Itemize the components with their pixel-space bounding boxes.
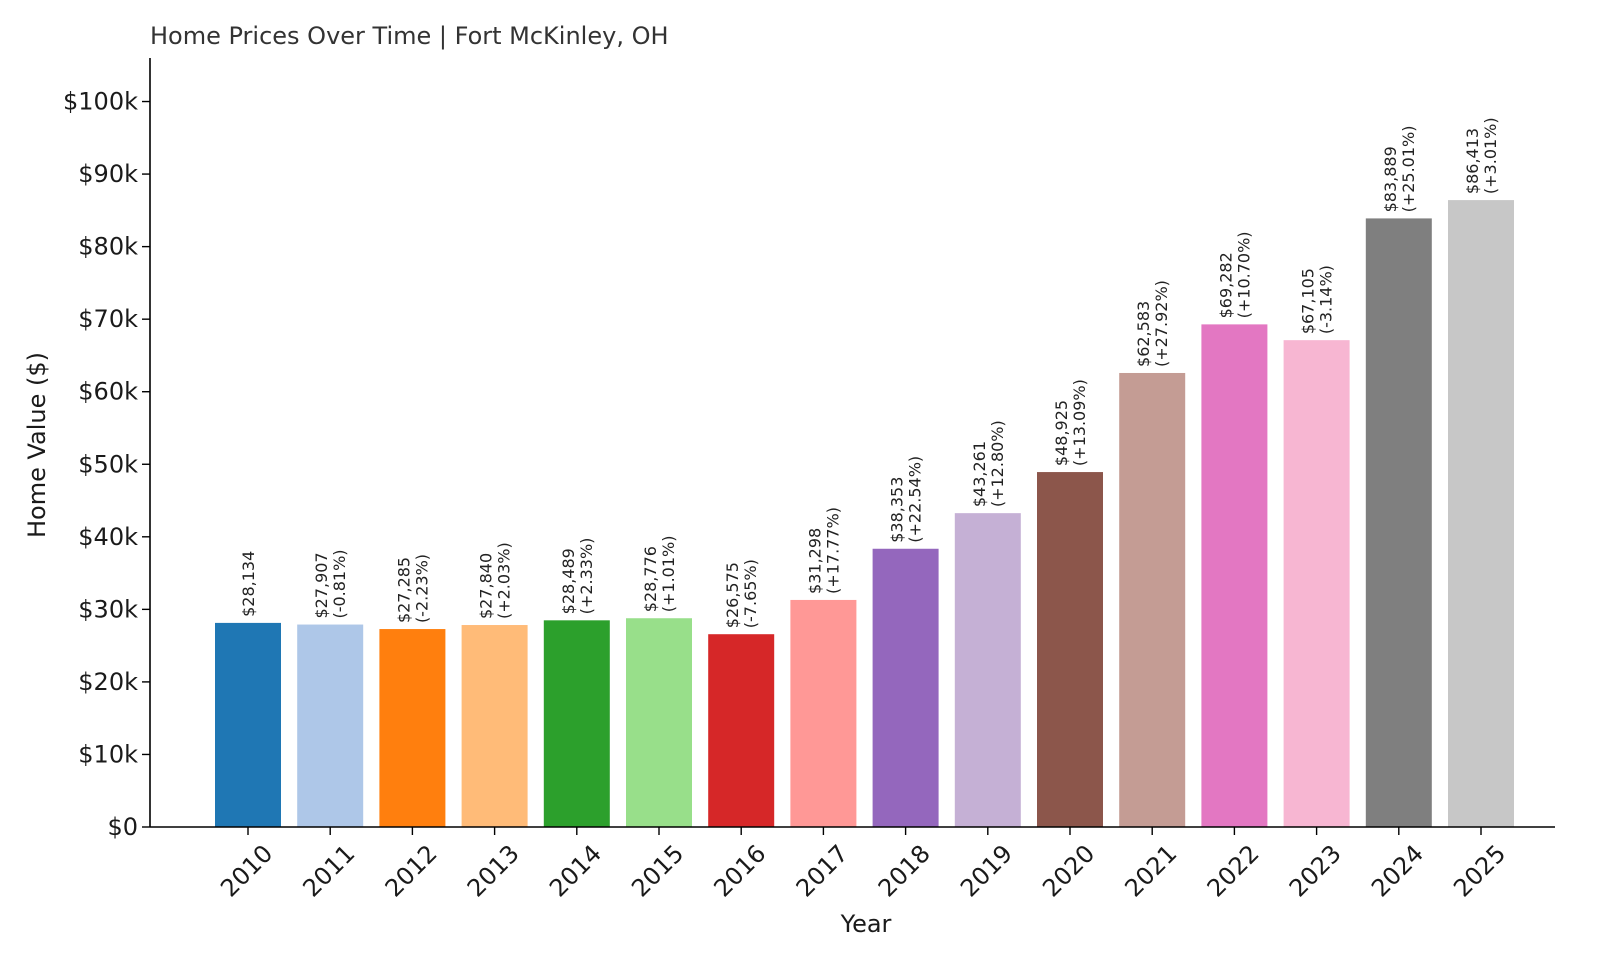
bar-change-text: (+2.03%) [495,542,514,619]
y-tick-label: $90k [78,160,138,188]
bar-2025 [1448,200,1514,827]
bar-value-label: $26,575 (-7.65%) [723,559,760,628]
bar-value-text: $43,261 [970,441,989,507]
bar-value-text: $27,285 [394,557,413,623]
y-axis-title: Home Value ($) [23,352,51,538]
bar-change-text: (+13.09%) [1070,379,1089,466]
y-tick-label: $80k [78,233,138,261]
bars-group [215,200,1514,827]
bar-value-label: $27,840 (+2.03%) [477,542,514,619]
bar-value-text: $28,776 [641,546,660,612]
bar-change-text: (+25.01%) [1399,126,1418,213]
bar-change-text: (+2.33%) [577,538,596,615]
bar-change-text: (+12.80%) [988,420,1007,507]
bar-2021 [1119,372,1186,827]
bar-value-text: $27,840 [477,553,496,619]
bar-2018 [872,548,939,827]
bar-change-text: (+10.70%) [1234,231,1253,318]
bar-2020 [1037,472,1103,827]
bar-change-text: (+3.01%) [1481,117,1500,194]
y-tick-label: $100k [63,88,138,116]
bar-value-text: $26,575 [723,562,742,628]
bar-2023 [1283,340,1350,827]
x-tick-label: 2015 [626,839,689,902]
chart-title: Home Prices Over Time | Fort McKinley, O… [150,22,669,50]
x-tick-label: 2021 [1119,839,1182,902]
x-tick-label: 2019 [955,839,1018,902]
y-axis-ticks: $0 $10k $20k $30k $40k $50k $60k $70k $80k $90k $1… [63,88,150,841]
x-tick-label: 2020 [1037,839,1100,902]
bar-value-label: $28,489 (+2.33%) [559,538,596,615]
bar-value-text: $38,353 [888,477,907,543]
x-tick-label: 2016 [708,839,771,902]
y-tick-label: $30k [78,595,138,623]
y-tick-label: $40k [78,523,138,551]
x-tick-label: 2011 [297,839,360,902]
bar-2016 [708,634,775,827]
bar-2017 [790,599,857,827]
bar-change-text: (-0.81%) [330,549,349,618]
x-tick-label: 2018 [873,839,936,902]
bar-2011 [297,624,364,827]
bar-value-label: $43,261 (+12.80%) [970,420,1007,507]
y-tick-label: $20k [78,668,138,696]
x-tick-label: 2024 [1366,839,1429,902]
bar-value-text: $62,583 [1134,301,1153,367]
y-tick-label: $50k [78,450,138,478]
bar-value-label: $31,298 (+17.77%) [805,507,842,594]
bar-value-text: $48,925 [1052,400,1071,466]
bar-value-label: $69,282 (+10.70%) [1216,231,1253,318]
x-axis-title: Year [840,910,892,938]
y-tick-label: $70k [78,305,138,333]
bar-2013 [461,625,528,827]
bar-change-text: (-3.14%) [1317,265,1336,334]
bar-value-label: $28,134 [239,551,258,617]
bar-value-label: $67,105 (-3.14%) [1299,265,1336,334]
bar-2022 [1201,324,1268,827]
bar-2015 [626,618,692,827]
bar-value-label: $28,776 (+1.01%) [641,536,678,613]
bar-value-text: $31,298 [805,528,824,594]
x-tick-label: 2025 [1448,839,1511,902]
x-tick-label: 2013 [462,839,525,902]
y-tick-label: $10k [78,740,138,768]
bar-value-label: $83,889 (+25.01%) [1381,126,1418,213]
bar-value-label: $48,925 (+13.09%) [1052,379,1089,466]
bar-change-text: (+17.77%) [823,507,842,594]
x-tick-label: 2023 [1284,839,1347,902]
bar-2012 [379,629,446,827]
bar-2014 [543,620,610,827]
bar-2010 [215,622,281,827]
y-tick-label: $0 [107,813,138,841]
bar-value-text: $67,105 [1299,268,1318,334]
x-tick-label: 2012 [380,839,443,902]
x-axis-ticks: 2010 2011 2012 2013 2014 2015 2016 2017 2018 2019… [215,827,1511,902]
bar-change-text: (+22.54%) [906,456,925,543]
bar-value-text: $86,413 [1463,128,1482,194]
bar-value-label: $62,583 (+27.92%) [1134,280,1171,367]
y-tick-label: $60k [78,378,138,406]
bar-value-text: $83,889 [1381,146,1400,212]
bar-change-text: (+1.01%) [659,536,678,613]
x-tick-label: 2014 [544,839,607,902]
bar-change-text: (+27.92%) [1152,280,1171,367]
bar-labels-group: $28,134 $27,907 (-0.81%) $27,285 (-2.23%) $27… [239,117,1500,628]
bar-value-label: $27,907 (-0.81%) [312,549,349,618]
bar-change-text: (-7.65%) [741,559,760,628]
bar-2024 [1365,218,1432,827]
bar-value-text: $28,489 [559,548,578,614]
x-tick-label: 2022 [1202,839,1265,902]
bar-value-label: $38,353 (+22.54%) [888,456,925,543]
bar-value-text: $28,134 [239,551,258,617]
bar-value-label: $86,413 (+3.01%) [1463,117,1500,194]
bar-value-label: $27,285 (-2.23%) [394,554,431,623]
bar-value-text: $69,282 [1216,252,1235,318]
bar-value-text: $27,907 [312,552,331,618]
x-tick-label: 2017 [791,839,854,902]
bar-change-text: (-2.23%) [412,554,431,623]
bar-2019 [954,513,1021,827]
x-tick-label: 2010 [215,839,278,902]
